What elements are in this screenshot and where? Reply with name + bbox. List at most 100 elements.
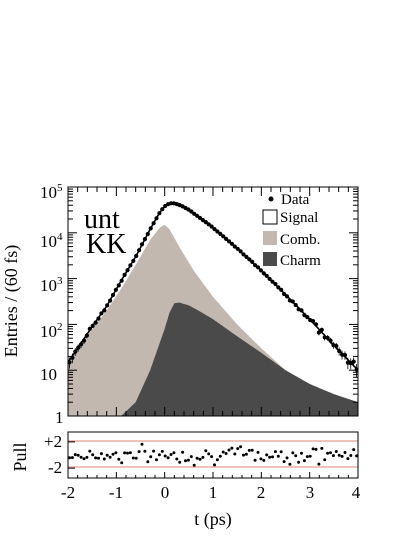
data-point xyxy=(87,326,92,331)
pull-point xyxy=(128,451,132,455)
pull-point xyxy=(262,458,266,462)
pull-point xyxy=(213,463,216,467)
legend-data-marker xyxy=(268,196,274,202)
pull-tick-minus2: -2 xyxy=(48,458,62,477)
pull-point xyxy=(204,449,208,453)
pull-point xyxy=(140,442,144,446)
pull-point xyxy=(73,453,77,457)
annotation-line1: unt xyxy=(84,204,120,235)
pull-point xyxy=(181,450,185,454)
pull-point xyxy=(102,457,106,461)
data-point xyxy=(93,320,98,325)
pull-point xyxy=(201,455,205,459)
legend-comb-label: Comb. xyxy=(280,232,320,248)
pull-point xyxy=(123,451,127,455)
x-tick-0: 0 xyxy=(161,483,170,502)
pull-frame xyxy=(67,431,359,479)
pull-point xyxy=(282,460,286,464)
pull-point xyxy=(163,454,167,458)
data-point xyxy=(113,287,118,292)
data-point xyxy=(134,253,139,259)
pull-point xyxy=(70,456,74,460)
y-tick-10: 10 xyxy=(40,365,57,384)
pull-point xyxy=(178,460,182,464)
pull-point xyxy=(323,458,327,462)
data-point xyxy=(238,249,243,254)
data-point xyxy=(334,343,339,349)
x-tick-labels: -2 -1 0 1 2 3 4 xyxy=(61,483,361,502)
data-point xyxy=(154,216,159,221)
main-panel: 105 104 103 102 10 1 Entries / (60 fs) u… xyxy=(1,182,359,427)
pull-tick-plus2: +2 xyxy=(44,432,62,451)
data-point xyxy=(218,231,223,236)
data-point xyxy=(247,257,252,262)
pull-point xyxy=(169,453,173,456)
pull-point xyxy=(166,456,170,460)
data-point xyxy=(212,227,217,232)
legend-signal-label: Signal xyxy=(280,210,318,226)
data-point xyxy=(267,276,272,281)
x-tick-4: 4 xyxy=(352,483,361,502)
pull-point xyxy=(346,457,350,461)
pull-point xyxy=(317,462,321,466)
y-tick-1e2: 102 xyxy=(40,321,63,341)
pull-point xyxy=(285,456,289,460)
data-point xyxy=(105,303,110,308)
y-tick-1e3: 103 xyxy=(40,275,63,295)
data-point xyxy=(337,348,342,354)
data-point xyxy=(102,308,107,313)
data-point xyxy=(293,302,298,308)
data-point xyxy=(282,291,287,297)
pull-point xyxy=(250,448,254,452)
pull-point xyxy=(329,451,332,455)
data-point xyxy=(273,281,278,287)
pull-point xyxy=(349,454,353,457)
pull-point xyxy=(242,453,245,457)
pull-point xyxy=(79,455,83,459)
pull-point xyxy=(343,451,347,454)
pull-point xyxy=(227,448,231,452)
data-point xyxy=(258,268,263,273)
pull-point xyxy=(221,450,225,454)
pull-point xyxy=(273,450,277,454)
data-point xyxy=(68,360,72,365)
data-point xyxy=(206,222,211,227)
pull-point xyxy=(288,462,292,466)
pull-point xyxy=(117,457,121,461)
data-point xyxy=(125,268,130,273)
pull-point xyxy=(155,458,158,462)
data-point xyxy=(253,263,258,268)
data-point xyxy=(342,353,348,358)
data-point xyxy=(328,338,333,343)
pull-point xyxy=(302,459,306,463)
data-point xyxy=(99,311,104,316)
pull-point xyxy=(152,449,156,453)
data-point xyxy=(197,215,203,221)
data-point xyxy=(189,209,194,214)
charm-area xyxy=(121,302,358,416)
pull-point xyxy=(149,455,153,459)
pull-point xyxy=(114,451,118,455)
pull-point xyxy=(352,448,356,452)
data-point xyxy=(139,242,145,247)
legend-comb-marker xyxy=(263,231,277,245)
pull-point xyxy=(99,452,103,456)
data-point xyxy=(137,248,142,253)
data-point xyxy=(142,237,147,242)
pull-point xyxy=(311,447,315,451)
pull-point xyxy=(259,457,263,461)
data-point xyxy=(250,259,255,264)
data-point xyxy=(229,241,234,246)
data-point xyxy=(195,213,200,218)
data-point xyxy=(226,239,232,244)
data-point xyxy=(261,271,266,276)
data-point xyxy=(224,236,229,241)
data-points xyxy=(68,201,358,378)
data-point xyxy=(311,319,316,324)
data-point xyxy=(110,292,116,298)
pull-point xyxy=(120,461,124,465)
pull-point xyxy=(192,463,196,467)
y-tick-1: 1 xyxy=(55,408,64,427)
data-point xyxy=(145,231,150,237)
data-point xyxy=(244,254,249,259)
